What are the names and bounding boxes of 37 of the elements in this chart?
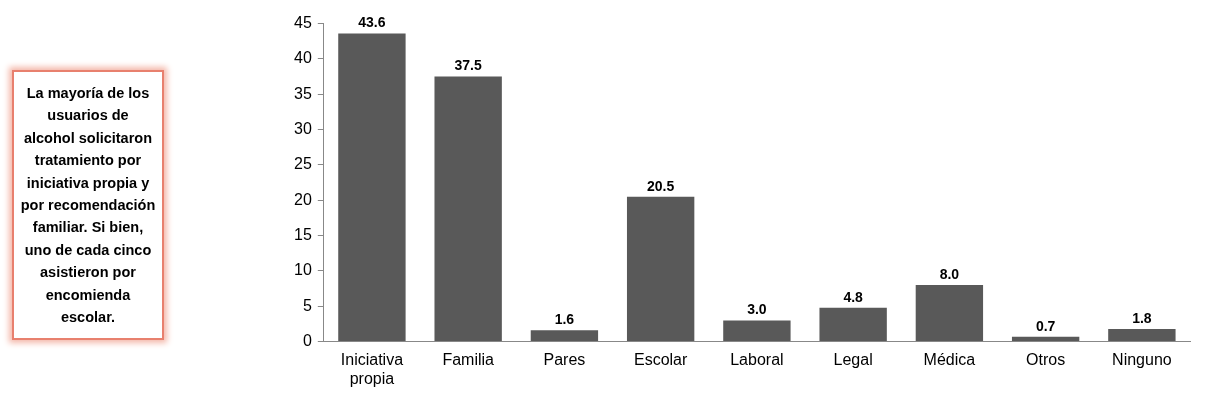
y-tick-label: 40 [294, 49, 312, 67]
y-tick-label: 35 [294, 84, 312, 102]
data-label: 3.0 [747, 301, 767, 318]
y-tick-label: 45 [294, 14, 312, 32]
y-tick-label: 25 [294, 155, 312, 173]
x-tick-label: Legal [833, 350, 873, 368]
y-tick-label: 0 [302, 332, 312, 350]
y-tick-label: 5 [302, 296, 312, 314]
y-tick-label: 20 [294, 190, 312, 208]
data-label: 4.8 [843, 288, 864, 305]
x-tick-label: Laboral [730, 350, 784, 368]
y-tick-label: 15 [294, 226, 312, 244]
bar [723, 320, 791, 342]
x-tick-label: Iniciativa propia [340, 350, 404, 387]
y-tick-label: 10 [294, 261, 312, 279]
data-label: 1.6 [554, 311, 575, 328]
data-label: 8.0 [939, 265, 960, 282]
x-tick-label: Ninguno [1112, 350, 1172, 368]
x-tick-label: Escolar [633, 350, 688, 368]
bar [434, 76, 502, 342]
data-label: 37.5 [454, 57, 482, 74]
bar [530, 330, 599, 342]
text: La mayoría de los usuarios de alcohol solicitaron tratamiento por iniciativa propia y por recomendación familiar. Si bien, uno de cada cinco asistieron por encomienda escolar. [20, 85, 156, 326]
bar [626, 196, 695, 342]
data-label: 0.7 [1035, 317, 1056, 334]
bar [338, 33, 406, 342]
y-tick-label: 30 [294, 120, 312, 138]
bar [1108, 328, 1176, 342]
x-tick-label: Familia [442, 350, 495, 368]
data-label: 1.8 [1132, 309, 1152, 326]
data-label: 20.5 [647, 177, 675, 194]
x-tick-label: Médica [923, 350, 976, 368]
x-tick-label: Otros [1026, 350, 1066, 368]
x-tick-label: Pares [543, 350, 586, 368]
bar [915, 285, 984, 342]
data-label: 43.6 [358, 14, 386, 31]
bar [819, 307, 887, 342]
